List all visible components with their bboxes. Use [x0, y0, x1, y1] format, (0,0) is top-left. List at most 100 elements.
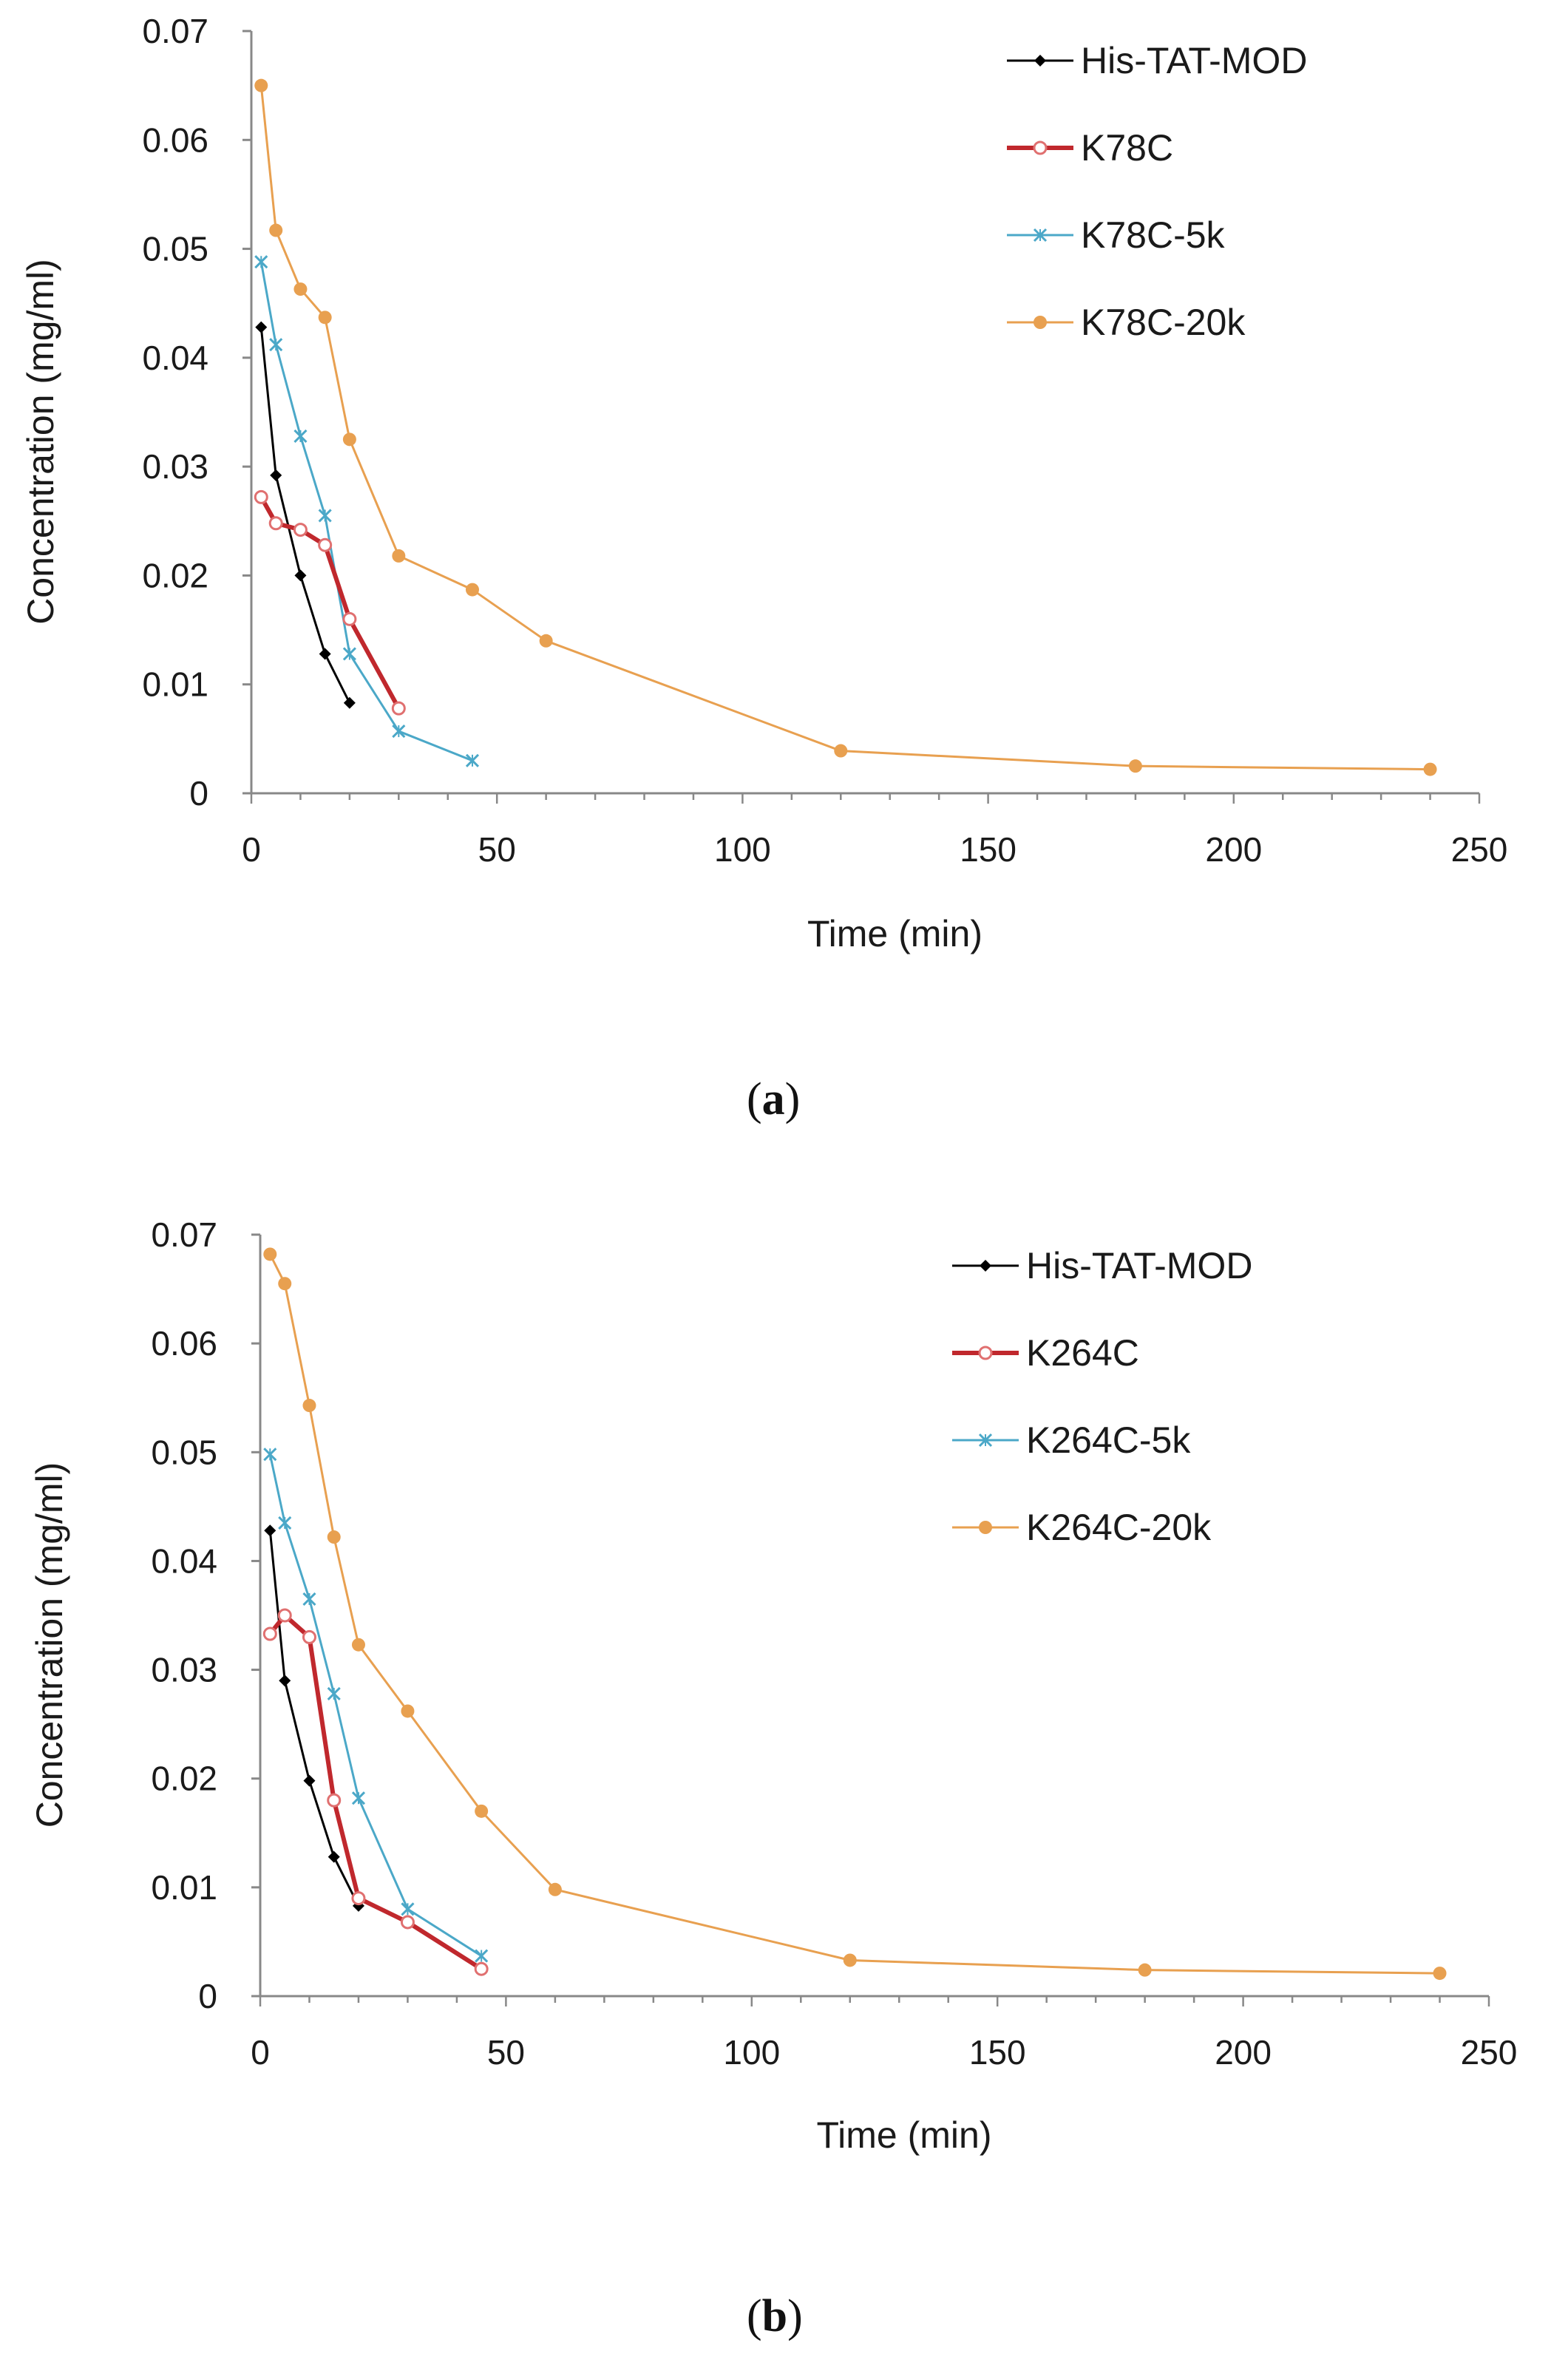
legend-item: K78C-5k: [1007, 214, 1226, 256]
data-point: [302, 1592, 316, 1606]
data-point: [318, 537, 333, 552]
data-point: [400, 1915, 415, 1930]
legend: His-TAT-MOD K78C K78C-5k K78C-20k: [1007, 40, 1307, 343]
legend-swatch-marker: [1034, 316, 1047, 329]
series-line: [259, 85, 1430, 771]
series-line: [259, 261, 473, 762]
data-point: [1433, 1967, 1447, 1981]
panel-label-b-letter: b: [761, 2291, 788, 2341]
data-point: [351, 1891, 366, 1906]
legend-swatch-marker: [1034, 55, 1046, 67]
y-tick-label: 0.06: [151, 1324, 217, 1363]
legend-label: K264C-5k: [1026, 1419, 1191, 1461]
y-axis-title: Concentration (mg/ml): [29, 1462, 70, 1828]
data-point: [391, 701, 406, 716]
x-tick-label: 0: [251, 2033, 270, 2072]
data-point: [279, 1675, 291, 1687]
series-his-tat-mod: [255, 321, 356, 709]
data-point: [401, 1704, 415, 1718]
x-tick-label: 0: [242, 830, 261, 869]
legend-swatch-marker: [979, 1521, 992, 1534]
panel-label-a-open: (: [747, 1074, 762, 1124]
data-point: [264, 1524, 276, 1537]
panel-label-a-letter: a: [761, 1074, 785, 1124]
panel-label-b: (b): [747, 2290, 803, 2343]
y-tick-label: 0.05: [142, 230, 208, 268]
series-k78c: [254, 489, 406, 716]
data-point: [1138, 1963, 1152, 1977]
data-point: [401, 1902, 415, 1916]
legend-swatch-marker: [980, 1260, 991, 1272]
data-point: [474, 1961, 489, 1976]
y-tick-label: 0.03: [142, 447, 208, 486]
series-line: [268, 1453, 482, 1957]
data-point: [327, 1793, 342, 1808]
data-point: [254, 78, 268, 92]
data-point: [539, 634, 553, 648]
y-tick-label: 0: [189, 774, 208, 812]
x-tick-label: 50: [487, 2033, 525, 2072]
data-point: [278, 1277, 292, 1291]
x-tick-label: 150: [960, 830, 1017, 869]
data-point: [327, 1530, 341, 1544]
series-line: [259, 327, 351, 704]
data-point: [318, 509, 332, 523]
y-tick-label: 0.03: [151, 1651, 217, 1689]
legend-item: His-TAT-MOD: [952, 1245, 1252, 1286]
panel-label-b-open: (: [747, 2291, 762, 2341]
data-point: [254, 255, 268, 269]
y-tick-label: 0.04: [142, 339, 208, 377]
legend-item: K264C: [952, 1332, 1139, 1374]
y-tick-label: 0.05: [151, 1433, 217, 1471]
data-point: [342, 647, 356, 661]
legend-item: His-TAT-MOD: [1007, 40, 1307, 81]
x-tick-label: 250: [1461, 2033, 1518, 2072]
data-point: [263, 1247, 277, 1261]
y-tick-label: 0.04: [151, 1541, 217, 1580]
y-tick-label: 0: [198, 1977, 217, 2015]
legend-label: K78C-5k: [1081, 214, 1226, 256]
data-point: [254, 489, 268, 504]
legend-label: K264C-20k: [1026, 1507, 1212, 1548]
y-tick-label: 0.01: [142, 665, 208, 704]
chart-a: 0 0.01 0.02 0.03 0.04 0.05 0.06 0.07 0 50 100 150 20…: [20, 12, 1507, 954]
data-point: [475, 1804, 489, 1818]
data-point: [475, 1949, 489, 1963]
x-tick-label: 100: [723, 2033, 780, 2072]
data-point: [1423, 762, 1437, 776]
data-point: [342, 611, 357, 626]
data-point: [843, 1953, 857, 1967]
y-tick-label: 0.02: [142, 556, 208, 594]
x-tick-label: 50: [478, 830, 516, 869]
data-point: [342, 432, 356, 447]
panel-label-b-close: ): [787, 2291, 803, 2341]
x-tick-label: 200: [1215, 2033, 1272, 2072]
series-line: [259, 495, 401, 710]
legend-swatch-marker: [978, 1433, 993, 1448]
data-point: [327, 1850, 340, 1863]
panel-label-a: (a): [747, 1073, 800, 1126]
data-point: [1128, 759, 1142, 773]
legend-swatch-marker: [1033, 140, 1048, 155]
legend-item: K78C: [1007, 127, 1173, 169]
legend-label: K78C: [1081, 127, 1173, 169]
legend-item: K264C-5k: [952, 1419, 1191, 1461]
data-point: [343, 696, 356, 709]
series-k78c-5k: [254, 255, 480, 767]
data-point: [269, 338, 283, 352]
x-tick-label: 200: [1205, 830, 1262, 869]
data-point: [465, 753, 480, 767]
data-point: [302, 1399, 316, 1413]
legend: His-TAT-MOD K264C K264C-5k K264C-20k: [952, 1245, 1252, 1548]
data-point: [302, 1629, 316, 1644]
data-point: [263, 1448, 277, 1462]
data-point: [351, 1791, 366, 1805]
data-point: [270, 469, 282, 481]
panel-label-a-close: ): [784, 1074, 801, 1124]
y-axis-title: Concentration (mg/ml): [20, 259, 61, 625]
y-tick-label: 0.06: [142, 121, 208, 159]
series-k78c-20k: [254, 78, 1437, 776]
data-point: [303, 1774, 316, 1787]
series-k264c: [262, 1608, 489, 1976]
